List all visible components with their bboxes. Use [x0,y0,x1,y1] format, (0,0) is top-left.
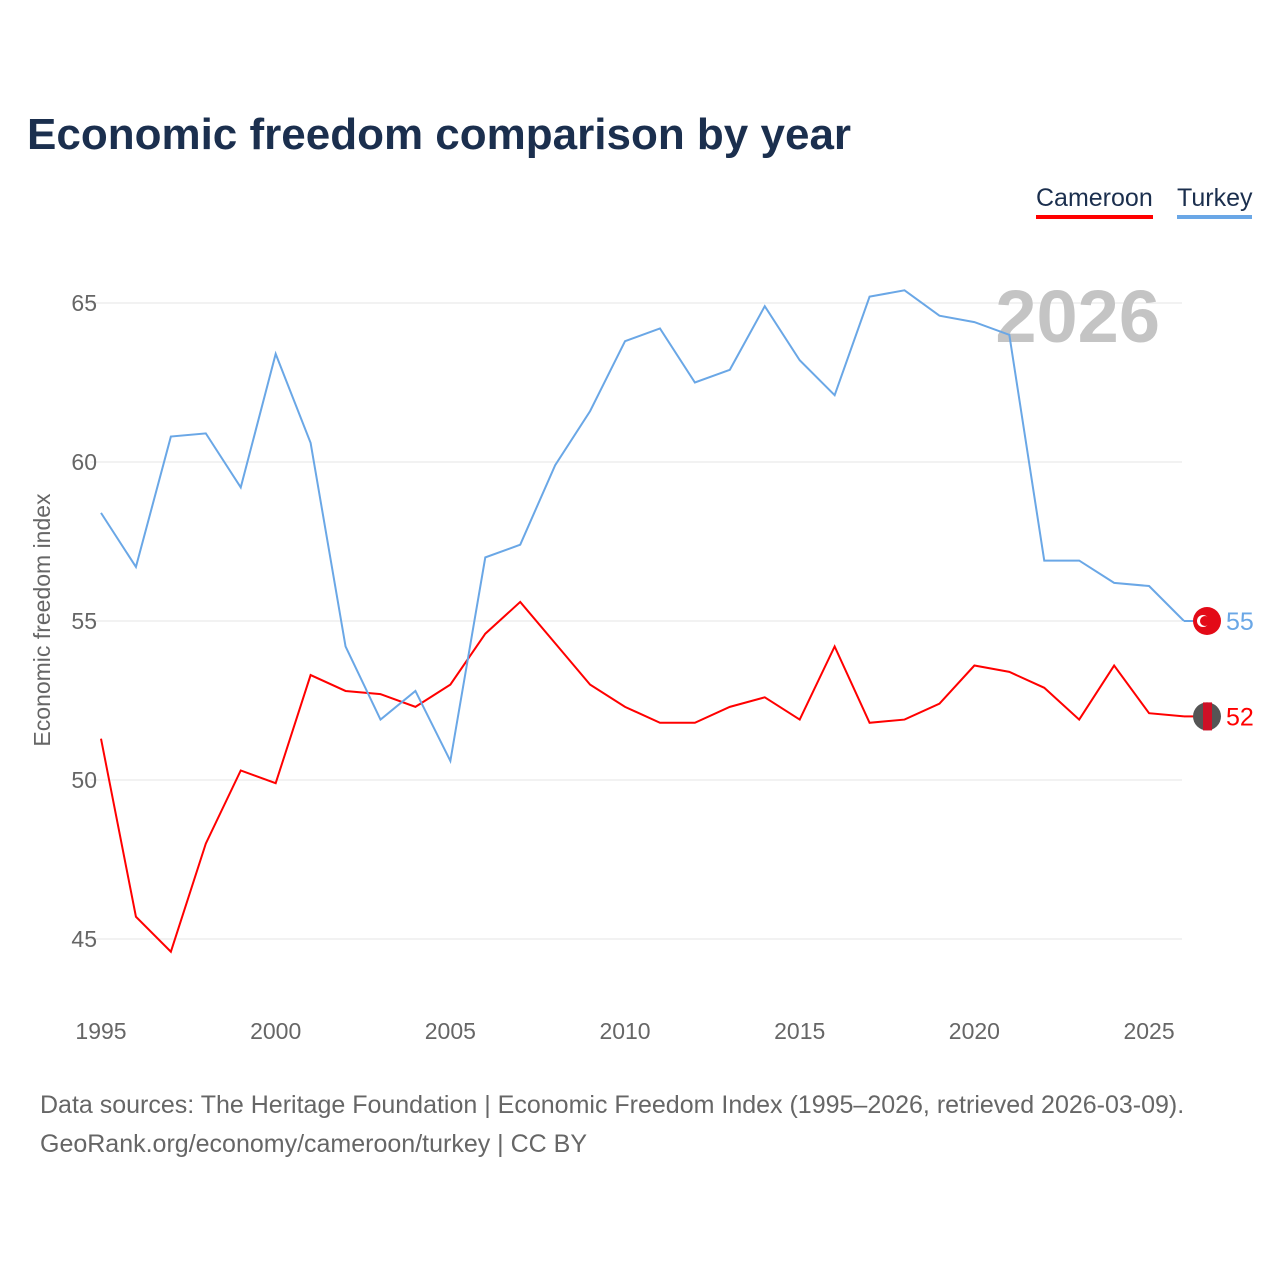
y-tick-label: 45 [71,926,97,952]
x-tick-label: 2020 [949,1018,1000,1044]
x-tick-label: 2025 [1123,1018,1174,1044]
flag-stripe [1203,702,1212,731]
x-tick-label: 2015 [774,1018,825,1044]
y-tick-label: 65 [71,290,97,316]
x-tick-label: 2010 [599,1018,650,1044]
end-value-label-turkey: 55 [1226,608,1254,636]
x-tick-label: 1995 [75,1018,126,1044]
legend-cameroon[interactable]: Cameroon [1036,184,1153,219]
flag-crescent-cut [1200,616,1210,626]
x-tick-label: 2000 [250,1018,301,1044]
series-line-cameroon [100,600,1185,954]
x-tick-label: 2005 [425,1018,476,1044]
year-watermark: 2026 [995,275,1160,358]
legend-turkey[interactable]: Turkey [1177,184,1253,219]
chart-title: Economic freedom comparison by year [27,110,852,159]
series-line-turkey [100,289,1185,765]
source-note: Data sources: The Heritage Foundation | … [40,1086,1184,1164]
end-value-label-cameroon: 52 [1226,703,1254,731]
y-axis-label: Economic freedom index [29,493,55,747]
y-tick-label: 55 [71,608,97,634]
y-tick-label: 50 [71,767,97,793]
source-line-2[interactable]: GeoRank.org/economy/cameroon/turkey | CC… [40,1130,588,1158]
y-tick-label: 60 [71,449,97,475]
source-line-1: Data sources: The Heritage Foundation | … [40,1091,1185,1119]
